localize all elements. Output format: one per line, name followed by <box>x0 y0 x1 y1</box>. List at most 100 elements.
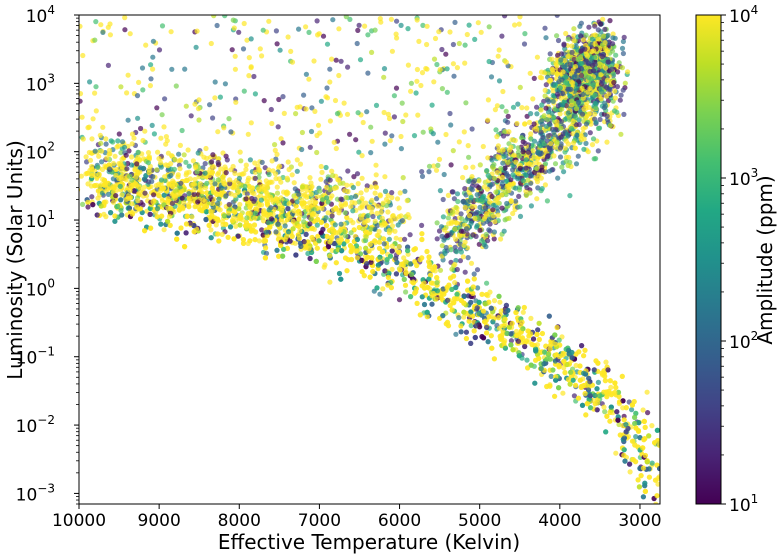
scatter-point <box>252 210 258 216</box>
scatter-point <box>270 168 276 174</box>
scatter-point <box>509 167 516 173</box>
scatter-point <box>256 203 262 209</box>
scatter-point <box>312 108 318 114</box>
scatter-point <box>426 169 432 175</box>
scatter-point <box>162 96 168 102</box>
scatter-point <box>245 177 251 183</box>
scatter-point <box>394 35 400 41</box>
scatter-point <box>477 204 483 210</box>
scatter-point <box>301 92 307 98</box>
scatter-point <box>173 83 179 89</box>
scatter-point <box>228 129 234 135</box>
scatter-point <box>554 119 560 125</box>
scatter-point <box>587 379 593 385</box>
scatter-point <box>581 382 587 389</box>
scatter-point <box>515 145 521 151</box>
scatter-point <box>258 197 264 203</box>
scatter-point <box>333 145 339 152</box>
scatter-point <box>419 222 425 228</box>
scatter-point <box>577 377 583 383</box>
scatter-point <box>99 159 105 165</box>
scatter-point <box>614 109 620 115</box>
scatter-point <box>343 233 349 239</box>
scatter-point <box>640 494 647 500</box>
scatter-point <box>286 229 292 235</box>
scatter-point <box>601 370 607 376</box>
scatter-point <box>315 233 321 239</box>
scatter-point <box>348 256 355 263</box>
scatter-point <box>129 141 135 147</box>
scatter-point <box>372 27 378 33</box>
scatter-point <box>297 210 303 216</box>
scatter-point <box>382 130 388 136</box>
scatter-point <box>516 353 522 359</box>
scatter-point <box>138 216 144 222</box>
scatter-point <box>357 251 364 257</box>
scatter-point <box>348 204 354 210</box>
scatter-point <box>506 129 512 135</box>
scatter-point <box>247 157 253 163</box>
scatter-point <box>451 73 457 79</box>
scatter-point <box>604 394 610 400</box>
scatter-point <box>133 174 139 180</box>
scatter-point <box>168 29 174 35</box>
scatter-point <box>510 210 516 217</box>
scatter-point <box>370 213 376 220</box>
scatter-point <box>303 106 309 112</box>
scatter-point <box>87 157 94 163</box>
scatter-point <box>570 377 576 383</box>
scatter-point <box>98 22 104 28</box>
scatter-point <box>108 210 114 216</box>
scatter-point <box>562 116 568 122</box>
scatter-point <box>452 280 458 286</box>
scatter-point <box>90 202 96 208</box>
scatter-point <box>505 307 511 313</box>
scatter-point <box>289 59 296 65</box>
scatter-point <box>196 117 202 123</box>
scatter-point <box>148 62 154 68</box>
scatter-point <box>288 48 294 55</box>
scatter-point <box>112 218 118 224</box>
scatter-point <box>389 248 395 254</box>
scatter-point <box>377 192 383 198</box>
scatter-point <box>330 172 336 179</box>
scatter-point <box>110 199 117 205</box>
scatter-point <box>265 220 272 226</box>
scatter-point <box>343 195 349 201</box>
scatter-point <box>163 162 169 168</box>
scatter-point <box>194 169 200 175</box>
scatter-point <box>389 190 395 196</box>
scatter-point <box>376 245 383 251</box>
scatter-point <box>388 285 394 291</box>
scatter-point <box>454 291 460 297</box>
scatter-point <box>320 33 327 39</box>
scatter-point <box>324 223 330 229</box>
scatter-point <box>466 318 472 324</box>
scatter-point <box>440 196 446 203</box>
scatter-point <box>341 241 347 247</box>
scatter-point <box>356 22 362 28</box>
scatter-point <box>486 58 492 65</box>
scatter-point <box>84 159 90 165</box>
scatter-point <box>215 159 221 166</box>
scatter-point <box>403 289 409 295</box>
scatter-point <box>506 184 512 190</box>
scatter-point <box>426 254 432 260</box>
scatter-point <box>582 391 588 397</box>
scatter-point <box>240 46 247 52</box>
scatter-point <box>470 179 476 186</box>
scatter-point <box>203 145 209 152</box>
scatter-point <box>630 457 636 463</box>
scatter-point <box>555 175 561 181</box>
scatter-point <box>138 187 144 194</box>
scatter-point <box>263 245 269 251</box>
scatter-point <box>535 185 541 191</box>
scatter-point <box>219 231 225 237</box>
scatter-point <box>491 356 497 362</box>
scatter-point <box>614 409 620 415</box>
scatter-point <box>237 201 243 208</box>
scatter-point <box>147 83 153 89</box>
scatter-point <box>563 138 569 144</box>
scatter-point <box>629 438 636 444</box>
scatter-point <box>208 194 214 200</box>
